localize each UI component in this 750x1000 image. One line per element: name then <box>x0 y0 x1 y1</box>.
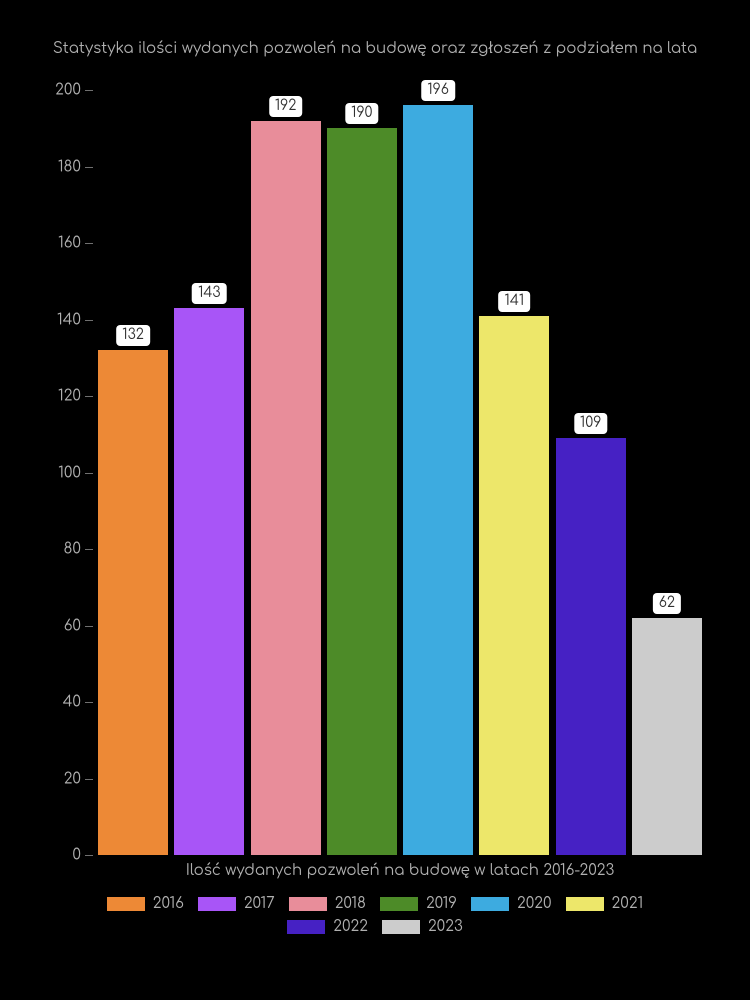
legend-item-2021: 2021 <box>566 895 644 912</box>
bar-2017: 143 <box>174 308 244 855</box>
legend-label: 2019 <box>426 895 457 912</box>
bar-value-label: 62 <box>653 593 681 614</box>
legend: 2016 2017 2018 2019 2020 2021 2022 2023 <box>0 895 750 941</box>
bar-chart: Statystyka ilości wydanych pozwoleń na b… <box>0 0 750 1000</box>
bar-value-label: 192 <box>269 96 303 117</box>
y-tick-label: 40 <box>63 694 81 711</box>
y-tick-label: 20 <box>64 770 81 787</box>
y-tick-label: 160 <box>58 235 81 252</box>
bar-value-label: 143 <box>192 283 227 304</box>
chart-title: Statystyka ilości wydanych pozwoleń na b… <box>0 40 750 57</box>
legend-label: 2016 <box>153 895 184 912</box>
legend-item-2020: 2020 <box>471 895 552 912</box>
y-tick-label: 0 <box>72 847 81 864</box>
y-tick <box>85 473 93 474</box>
bar-value-label: 141 <box>499 291 531 312</box>
legend-swatch <box>471 897 509 911</box>
legend-label: 2021 <box>612 895 644 912</box>
bar-value-label: 190 <box>345 103 378 124</box>
bar-2021: 141 <box>479 316 549 855</box>
y-tick <box>85 396 93 397</box>
bar-2023: 62 <box>632 618 702 855</box>
y-tick <box>85 549 93 550</box>
legend-item-2023: 2023 <box>382 918 463 935</box>
y-tick <box>85 90 93 91</box>
y-tick-label: 200 <box>55 82 81 99</box>
legend-row: 2016 2017 2018 2019 2020 2021 <box>0 895 750 912</box>
bar-2016: 132 <box>98 350 168 855</box>
x-axis-label: Ilość wydanych pozwoleń na budowę w lata… <box>95 862 705 879</box>
legend-swatch <box>287 920 325 934</box>
bar-value-label: 109 <box>574 413 607 434</box>
y-tick <box>85 320 93 321</box>
legend-label: 2017 <box>244 895 275 912</box>
y-tick-label: 100 <box>58 464 81 481</box>
legend-label: 2022 <box>333 918 368 935</box>
bar-value-label: 196 <box>421 80 455 101</box>
y-tick <box>85 626 93 627</box>
legend-swatch <box>382 920 420 934</box>
legend-label: 2020 <box>517 895 552 912</box>
y-tick-label: 120 <box>58 388 81 405</box>
legend-item-2022: 2022 <box>287 918 368 935</box>
bar-2020: 196 <box>403 105 473 855</box>
bar-2018: 192 <box>251 121 321 855</box>
bar-2022: 109 <box>556 438 626 855</box>
legend-swatch <box>198 897 236 911</box>
y-tick-label: 180 <box>58 158 81 175</box>
y-tick <box>85 702 93 703</box>
y-tick <box>85 855 93 856</box>
legend-item-2018: 2018 <box>289 895 366 912</box>
legend-item-2019: 2019 <box>380 895 457 912</box>
y-tick <box>85 779 93 780</box>
bar-value-label: 132 <box>116 325 150 346</box>
legend-item-2017: 2017 <box>198 895 275 912</box>
y-tick <box>85 243 93 244</box>
legend-item-2016: 2016 <box>107 895 184 912</box>
legend-swatch <box>289 897 327 911</box>
legend-label: 2018 <box>335 895 366 912</box>
y-tick-label: 80 <box>64 541 81 558</box>
legend-label: 2023 <box>428 918 463 935</box>
legend-swatch <box>380 897 418 911</box>
legend-row: 2022 2023 <box>0 918 750 935</box>
y-tick-label: 140 <box>57 311 81 328</box>
plot-area: 020406080100120140160180200 132143192190… <box>95 90 705 855</box>
y-tick <box>85 167 93 168</box>
legend-swatch <box>566 897 604 911</box>
bar-2019: 190 <box>327 128 397 855</box>
legend-swatch <box>107 897 145 911</box>
y-tick-label: 60 <box>64 617 81 634</box>
